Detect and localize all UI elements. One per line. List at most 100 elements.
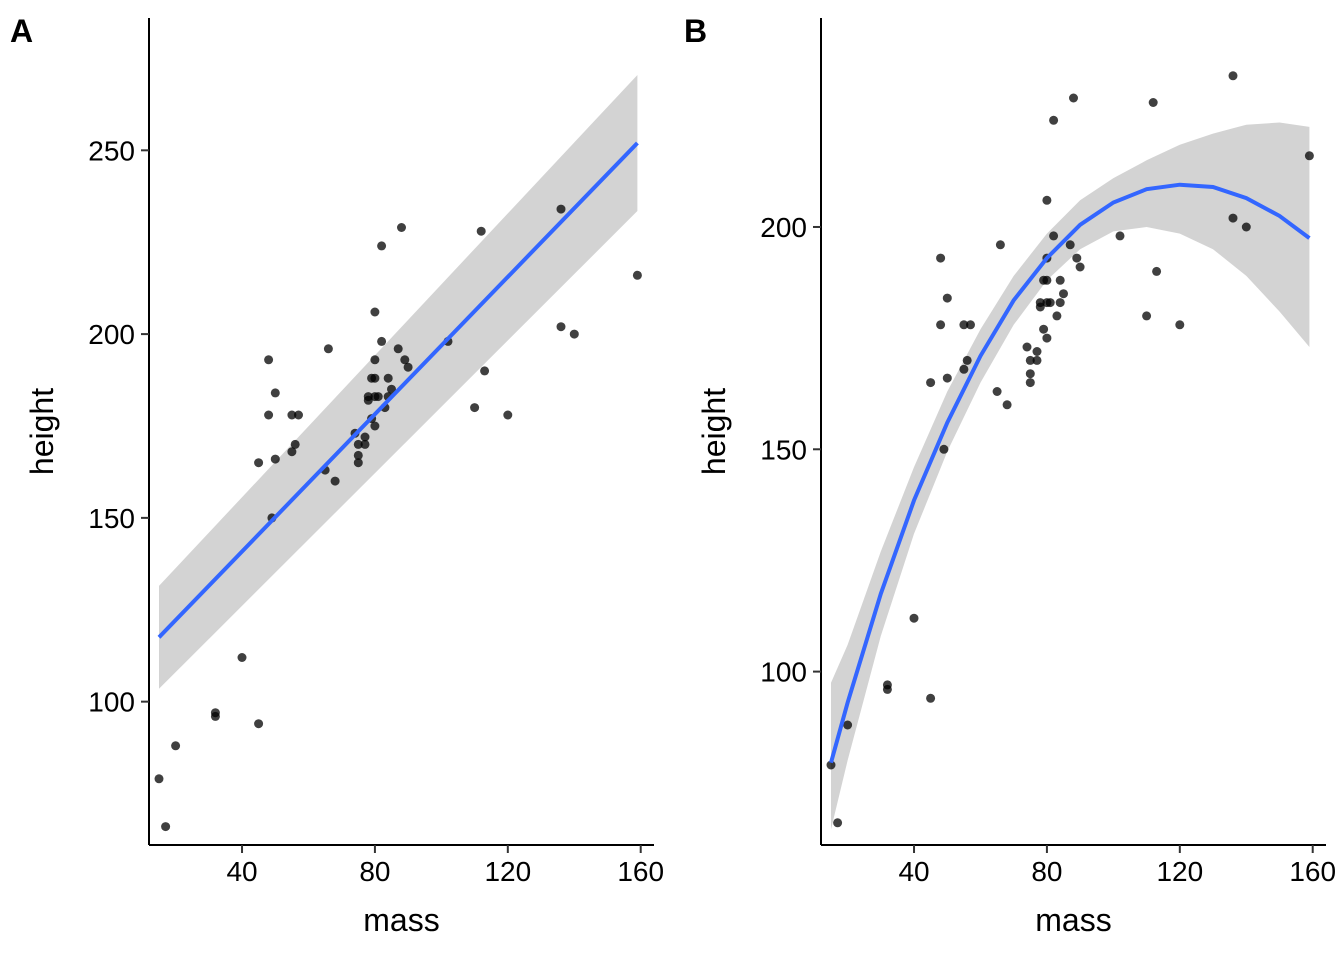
x-axis-title: mass: [363, 902, 439, 938]
data-point: [290, 439, 300, 449]
confidence-band-layer: [159, 75, 638, 689]
data-point: [397, 223, 406, 232]
y-axis-title: height: [696, 388, 732, 475]
data-point: [556, 204, 566, 214]
data-point: [833, 818, 843, 828]
data-point: [926, 378, 936, 388]
data-point: [1042, 333, 1052, 343]
data-point: [370, 421, 380, 431]
data-point: [210, 708, 220, 718]
data-point: [1022, 342, 1032, 352]
data-point: [1032, 355, 1042, 365]
data-point: [363, 392, 373, 402]
data-point: [470, 403, 480, 413]
data-point: [393, 344, 403, 354]
y-tick-label: 150: [88, 503, 135, 534]
data-point: [387, 384, 396, 394]
data-point: [882, 680, 892, 690]
y-tick-label: 150: [760, 434, 807, 465]
data-point: [1241, 222, 1251, 232]
data-point: [1055, 275, 1065, 285]
data-point: [926, 693, 936, 703]
y-tick-label: 100: [88, 687, 135, 718]
data-point: [942, 293, 952, 303]
data-point: [1049, 115, 1059, 125]
data-point: [254, 458, 264, 468]
data-point: [270, 454, 280, 464]
fit-line: [157, 141, 639, 639]
data-point: [360, 432, 370, 442]
data-point: [330, 476, 340, 486]
data-point: [370, 307, 380, 317]
data-point: [270, 388, 280, 398]
data-point: [1228, 71, 1238, 81]
x-tick-label: 80: [359, 856, 390, 887]
y-tick-label: 250: [88, 135, 135, 166]
data-point: [377, 241, 387, 251]
x-tick-label: 120: [1156, 856, 1203, 887]
data-point: [1228, 213, 1238, 223]
y-tick-label: 200: [88, 319, 135, 350]
data-point: [992, 387, 1002, 396]
panel-tag: A: [10, 13, 33, 49]
data-point: [1025, 355, 1035, 365]
data-point: [632, 270, 642, 280]
data-point: [1059, 289, 1068, 299]
data-point: [264, 410, 274, 420]
data-point: [1152, 266, 1162, 276]
data-point: [254, 719, 264, 729]
data-point: [370, 355, 380, 365]
data-point: [909, 613, 919, 623]
data-point: [353, 439, 363, 449]
data-point: [503, 410, 513, 420]
data-point: [287, 410, 297, 420]
data-point: [360, 439, 370, 449]
data-point: [1025, 369, 1035, 379]
data-point: [370, 373, 380, 383]
data-point: [1002, 400, 1012, 410]
data-point: [383, 373, 393, 383]
data-point: [154, 774, 164, 784]
data-point: [936, 253, 946, 263]
data-point: [264, 355, 274, 365]
axes-layer: 40 80 120 160 100 150 200 250: [88, 18, 664, 887]
data-point: [400, 355, 410, 365]
x-tick-label: 160: [1289, 856, 1336, 887]
points-layer: [826, 71, 1314, 828]
fit-line: [829, 182, 1311, 764]
data-point: [353, 450, 363, 460]
y-tick-label: 100: [760, 657, 807, 688]
data-point: [936, 320, 946, 330]
x-tick-label: 120: [484, 856, 531, 887]
data-point: [1039, 324, 1049, 334]
confidence-band: [159, 75, 638, 689]
confidence-band: [831, 122, 1310, 830]
y-tick-label: 200: [760, 212, 807, 243]
fit-line-layer: [829, 182, 1311, 764]
data-point: [826, 760, 836, 770]
data-point: [1042, 275, 1052, 285]
data-point: [1069, 93, 1078, 103]
data-point: [1035, 298, 1045, 308]
data-point: [1115, 231, 1125, 241]
data-point: [1304, 151, 1314, 161]
data-point: [323, 344, 333, 354]
data-point: [1065, 240, 1075, 250]
data-point: [171, 741, 181, 751]
panel-tag: B: [684, 13, 707, 49]
data-point: [569, 329, 579, 339]
data-point: [1075, 262, 1085, 272]
x-axis-title: mass: [1035, 902, 1111, 938]
data-point: [1042, 195, 1052, 205]
data-point: [476, 226, 486, 236]
data-point: [1032, 347, 1042, 356]
data-point: [161, 822, 171, 832]
data-point: [556, 322, 566, 332]
x-tick-label: 160: [617, 856, 664, 887]
y-axis-title: height: [24, 388, 60, 475]
data-point: [959, 320, 969, 330]
confidence-band-layer: [831, 122, 1310, 830]
data-point: [843, 720, 853, 730]
